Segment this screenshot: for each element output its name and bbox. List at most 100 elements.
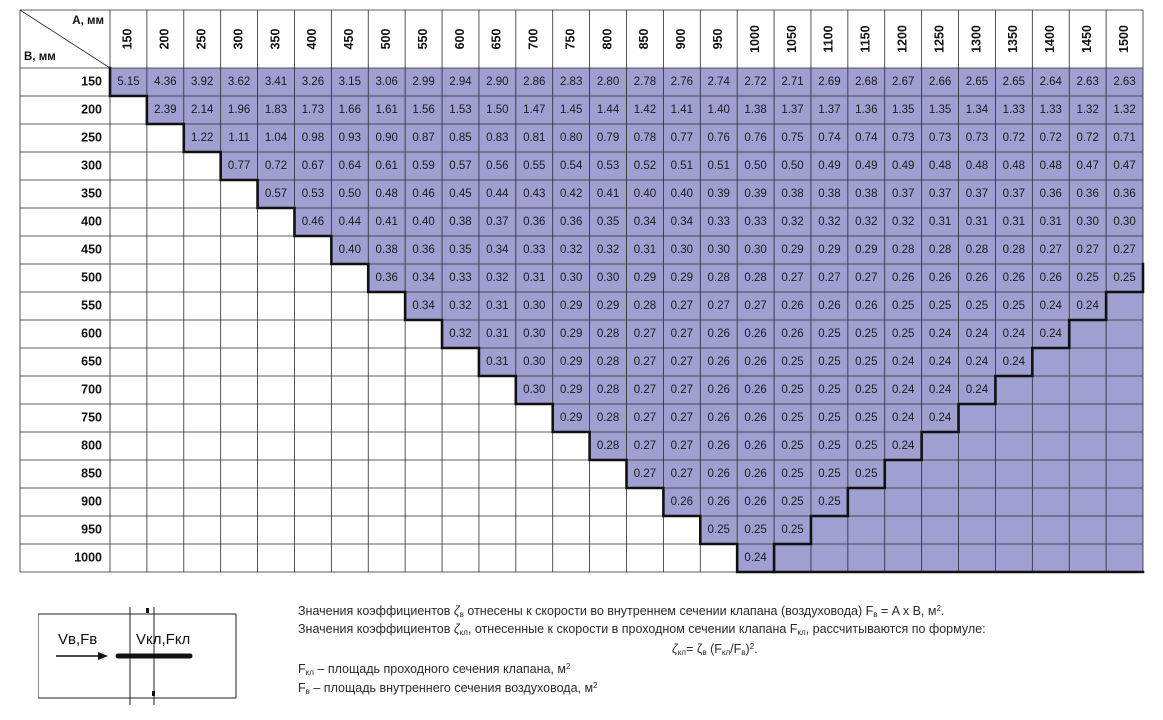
coefficient-value: 0.27	[855, 272, 877, 284]
coefficient-value: 0.29	[560, 328, 582, 340]
coefficient-value: 0.25	[855, 412, 877, 424]
coefficient-value: 0.28	[597, 328, 619, 340]
column-header-a: 550	[416, 29, 430, 50]
coefficient-value: 0.24	[892, 356, 915, 368]
coefficient-value: 0.81	[523, 132, 545, 144]
coefficient-value: 0.49	[892, 160, 914, 172]
column-header-a: 200	[158, 29, 172, 50]
coefficient-value: 0.34	[634, 216, 657, 228]
coefficient-value: 2.63	[1076, 76, 1098, 88]
coefficient-value: 0.31	[634, 244, 656, 256]
coefficient-value: 0.85	[449, 132, 471, 144]
coefficient-value: 1.36	[855, 104, 877, 116]
column-header-a: 500	[379, 29, 393, 50]
coefficient-value: 0.26	[708, 384, 730, 396]
coefficient-value: 0.26	[708, 328, 730, 340]
coefficient-value: 0.26	[708, 356, 730, 368]
coefficient-value: 0.30	[523, 356, 545, 368]
coefficient-value: 1.32	[1076, 104, 1098, 116]
filled-row-band	[442, 320, 1143, 348]
coefficient-value: 4.36	[154, 76, 176, 88]
coefficient-value: 0.57	[449, 160, 471, 172]
coefficient-value: 0.28	[744, 272, 766, 284]
coefficient-value: 0.26	[744, 440, 766, 452]
coefficient-value: 0.51	[671, 160, 693, 172]
coefficient-value: 0.64	[339, 160, 362, 172]
column-header-a: 350	[268, 29, 282, 50]
coefficient-value: 0.24	[966, 328, 989, 340]
coefficient-value: 0.32	[560, 244, 582, 256]
filled-row-band	[220, 152, 1143, 180]
coefficient-value: 0.56	[486, 160, 508, 172]
coefficient-value: 0.53	[302, 188, 324, 200]
corner-label-a: A, мм	[72, 15, 104, 27]
coefficient-value: 0.30	[523, 300, 545, 312]
coefficient-value: 0.24	[1003, 328, 1026, 340]
coefficient-value: 0.28	[929, 244, 951, 256]
row-header-b: 900	[81, 494, 102, 508]
coefficient-value: 0.25	[781, 440, 803, 452]
coefficient-value: 0.38	[855, 188, 877, 200]
row-header-b: 700	[81, 382, 102, 396]
column-header-a: 1250	[932, 25, 946, 53]
row-header-b: 650	[81, 354, 102, 368]
coefficient-value: 1.42	[634, 104, 656, 116]
coefficient-value: 0.32	[449, 328, 471, 340]
coefficient-value: 0.26	[855, 300, 877, 312]
coefficient-value: 0.26	[708, 440, 730, 452]
row-header-b: 500	[81, 270, 102, 284]
coefficient-value: 2.76	[671, 76, 693, 88]
coefficient-value: 0.44	[486, 188, 509, 200]
coefficient-value: 0.37	[929, 188, 951, 200]
column-header-a: 1400	[1043, 25, 1057, 53]
coefficient-value: 2.90	[486, 76, 508, 88]
coefficient-value: 0.52	[634, 160, 656, 172]
coefficient-value: 1.61	[376, 104, 398, 116]
coefficient-value: 0.27	[634, 440, 656, 452]
coefficient-value: 2.72	[744, 76, 766, 88]
coefficient-value: 0.29	[671, 272, 693, 284]
coefficient-value: 1.32	[1113, 104, 1135, 116]
right-boundary	[772, 262, 1145, 574]
coefficient-value: 0.26	[744, 328, 766, 340]
coefficient-value: 1.41	[671, 104, 693, 116]
coefficient-value: 0.32	[892, 216, 914, 228]
coefficient-value: 0.25	[966, 300, 988, 312]
coefficient-value: 0.51	[708, 160, 730, 172]
coefficient-value: 0.31	[486, 356, 508, 368]
coefficient-value: 2.69	[818, 76, 840, 88]
row-header-b: 600	[81, 326, 102, 340]
coefficient-value: 0.41	[376, 216, 398, 228]
coefficient-value: 0.34	[412, 272, 435, 284]
coefficient-value: 0.32	[449, 300, 471, 312]
coefficient-value: 0.40	[339, 244, 361, 256]
coefficient-value: 0.26	[744, 468, 766, 480]
column-header-a: 300	[231, 29, 245, 50]
coefficient-value: 0.25	[855, 384, 877, 396]
coefficient-value: 2.14	[191, 104, 214, 116]
coefficient-value: 0.25	[781, 496, 803, 508]
coefficient-value: 0.36	[523, 216, 545, 228]
row-header-b: 450	[81, 242, 102, 256]
coefficient-value: 0.25	[781, 384, 803, 396]
coefficient-value: 0.25	[892, 300, 914, 312]
coefficient-value: 0.27	[634, 468, 656, 480]
coefficient-value: 0.27	[634, 412, 656, 424]
coefficient-value: 0.37	[892, 188, 914, 200]
coefficient-value: 0.24	[892, 440, 915, 452]
coefficient-value: 0.25	[892, 328, 914, 340]
coefficient-value: 0.31	[1040, 216, 1062, 228]
coefficient-value: 2.66	[929, 76, 951, 88]
coefficient-value: 0.30	[523, 384, 545, 396]
coefficient-value: 2.74	[708, 76, 731, 88]
coefficient-value: 0.36	[560, 216, 582, 228]
coefficient-value: 0.42	[560, 188, 582, 200]
valve-mark-bottom	[152, 691, 155, 696]
coefficient-value: 0.26	[708, 496, 730, 508]
coefficient-value: 0.24	[929, 328, 952, 340]
column-header-a: 850	[637, 29, 651, 50]
note-line-1: Значения коэффициентов ζв отнесены к ско…	[298, 604, 945, 619]
coefficient-value: 0.29	[781, 244, 803, 256]
coefficient-value: 1.33	[1003, 104, 1025, 116]
coefficient-value: 0.28	[1003, 244, 1025, 256]
